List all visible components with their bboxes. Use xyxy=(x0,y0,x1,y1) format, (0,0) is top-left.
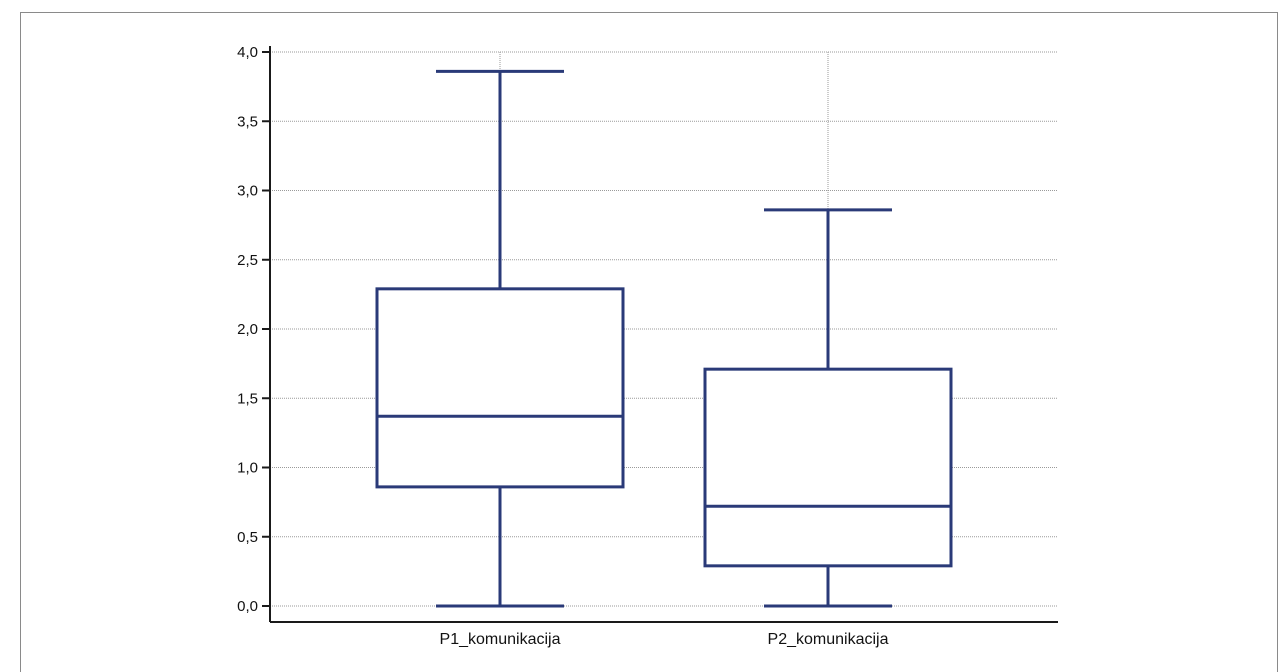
y-tick-label: 1,5 xyxy=(237,390,258,407)
y-tick-label: 2,5 xyxy=(237,252,258,269)
box-P2_komunikacija xyxy=(703,208,953,608)
y-tick-label: 3,0 xyxy=(237,183,258,200)
y-tick-label: 1,0 xyxy=(237,460,258,477)
box-layer xyxy=(375,69,953,608)
y-tick-label: 4,0 xyxy=(237,44,258,61)
label-layer: 0,0 0,5 1,0 1,5 2,0 2,5 3,0 3,5 4,0 P1_komunikaci… xyxy=(237,44,888,648)
chart-frame xyxy=(20,12,1278,672)
y-tick-label: 3,5 xyxy=(237,113,258,130)
iqr-box xyxy=(375,287,625,489)
box-P1_komunikacija xyxy=(375,69,625,608)
axis-layer xyxy=(262,46,1058,623)
y-tick-label: 0,0 xyxy=(237,598,258,615)
y-tick-label: 2,0 xyxy=(237,321,258,338)
iqr-box xyxy=(703,367,953,568)
category-label: P1_komunikacija xyxy=(440,631,561,648)
y-tick-label: 0,5 xyxy=(237,529,258,546)
category-label: P2_komunikacija xyxy=(768,631,889,648)
